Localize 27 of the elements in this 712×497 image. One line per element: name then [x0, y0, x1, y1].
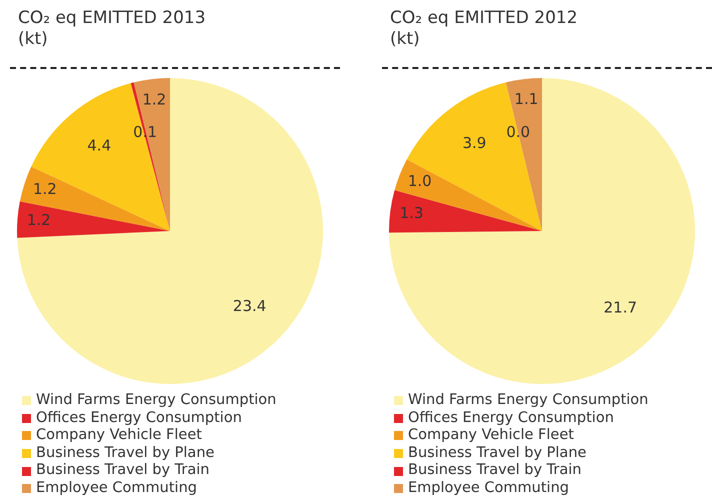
- chart-title: CO₂ eq EMITTED 2012: [390, 8, 578, 29]
- data-label: 1.3: [400, 204, 424, 222]
- legend-label: Offices Energy Consumption: [36, 410, 242, 428]
- data-label: 1.2: [26, 211, 51, 230]
- text: 0.0: [506, 122, 530, 141]
- chart-title: CO₂ eq EMITTED 2013: [18, 8, 206, 29]
- data-label: 4.4: [87, 136, 112, 155]
- data-label: 1.2: [32, 180, 57, 198]
- legend-label: Business Travel by Train: [408, 462, 582, 480]
- data-label: 1.2: [142, 90, 166, 108]
- data-label: 3.9: [462, 134, 486, 152]
- chart-subtitle: (kt): [18, 29, 49, 50]
- legend-label: Business Travel by Plane: [408, 444, 586, 462]
- legend-label: Business Travel by Train: [36, 462, 210, 480]
- legend-label: Offices Energy Consumption: [408, 410, 614, 428]
- legend-label: Employee Commuting: [36, 480, 197, 497]
- legend-label: Business Travel by Plane: [36, 444, 214, 462]
- legend-label: Wind Farms Energy Consumption: [408, 392, 648, 410]
- data-label: 1.1: [514, 90, 538, 108]
- legend-label: Employee Commuting: [408, 480, 569, 497]
- data-label: 23.4: [232, 297, 266, 316]
- data-label: 21.7: [604, 298, 638, 316]
- legend-label: Company Vehicle Fleet: [408, 427, 574, 445]
- legend-label: Wind Farms Energy Consumption: [36, 392, 276, 410]
- data-label: 1.0: [408, 172, 432, 190]
- chart-subtitle: (kt): [390, 29, 421, 50]
- legend-label: Company Vehicle Fleet: [36, 427, 202, 445]
